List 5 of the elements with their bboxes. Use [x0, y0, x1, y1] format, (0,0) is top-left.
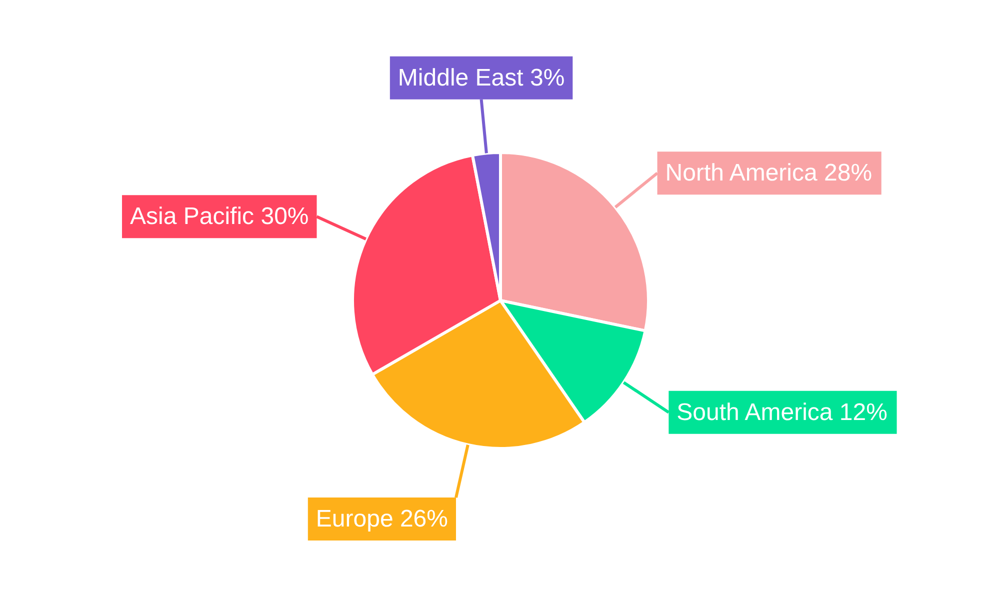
slice-label: Asia Pacific 30%	[130, 203, 309, 230]
slice-label: Middle East 3%	[398, 64, 565, 92]
slice-label: South America 12%	[676, 398, 888, 426]
slice-label: North America 28%	[665, 160, 872, 187]
slice-label: Europe 26%	[316, 506, 448, 533]
